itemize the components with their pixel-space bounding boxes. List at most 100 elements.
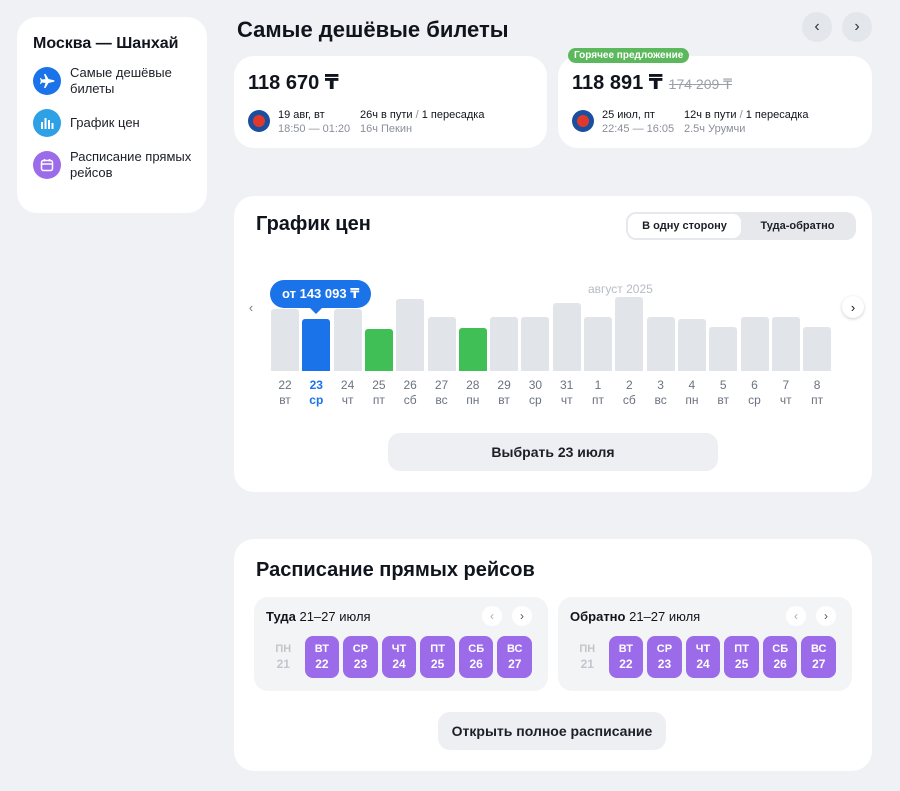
price-bar[interactable] — [552, 303, 581, 371]
ticket-card[interactable]: 118 670 ₸ 19 авг, вт 18:50 — 01:20 26ч в… — [234, 56, 547, 148]
price-bar[interactable] — [490, 317, 519, 371]
prev-button[interactable]: ‹ — [802, 12, 832, 42]
day-list: ПН 21 ВТ 22 СР 23 ЧТ 24 ПТ 25 СБ 26 ВС 27 — [266, 636, 536, 678]
sidebar-item-schedule[interactable]: Расписание прямых рейсов — [33, 149, 193, 181]
route-title: Москва — Шанхай — [33, 35, 179, 52]
schedule-panel-return: Обратно 21–27 июля ‹ › ПН 21 ВТ 22 СР 23 ЧТ 24 П… — [558, 597, 852, 691]
tab-one-way[interactable]: В одну сторону — [628, 214, 741, 238]
panel-next-button[interactable]: › — [512, 606, 532, 626]
ticket-old-price: 174 209 ₸ — [668, 76, 733, 92]
chevron-right-icon: › — [520, 609, 524, 623]
date-label[interactable]: 3 вс — [654, 378, 667, 407]
chevron-left-icon: ‹ — [814, 18, 820, 35]
trip-type-toggle: В одну сторону Туда-обратно — [626, 212, 856, 240]
date-label[interactable]: 28 пн — [466, 378, 480, 407]
day-pill[interactable]: ЧТ 24 — [381, 636, 417, 678]
panel-range: 21–27 июля — [629, 609, 701, 624]
sidebar-item-cheapest[interactable]: Самые дешёвые билеты — [33, 65, 193, 97]
ticket-date: 25 июл, пт — [602, 109, 655, 121]
panel-prev-button[interactable]: ‹ — [786, 606, 806, 626]
sidebar-item-chart[interactable]: График цен — [33, 109, 193, 137]
day-pill[interactable]: ВС 27 — [497, 636, 533, 678]
day-pill[interactable]: СР 23 — [343, 636, 378, 678]
sidebar-item-label: Самые дешёвые билеты — [70, 65, 172, 96]
date-label[interactable]: 8 пт — [811, 378, 824, 407]
day-pill: ПН 21 — [579, 643, 596, 671]
chevron-right-icon: › — [824, 609, 828, 623]
chevron-left-icon: ‹ — [490, 609, 494, 623]
date-label[interactable]: 2 сб — [622, 378, 636, 407]
date-label[interactable]: 6 ср — [748, 378, 761, 407]
date-label[interactable]: 30 ср — [528, 378, 543, 407]
tab-round-trip[interactable]: Туда-обратно — [760, 220, 835, 232]
day-pill[interactable]: СР 23 — [647, 636, 682, 678]
sidebar-item-label: График цен — [70, 115, 140, 130]
price-bar[interactable] — [615, 297, 644, 371]
open-schedule-button[interactable]: Открыть полное расписание — [438, 712, 666, 750]
price-bar[interactable] — [396, 299, 425, 371]
day-pill[interactable]: ЧТ 24 — [685, 636, 721, 678]
sidebar: Москва — Шанхай Самые дешёвые билеты Гра… — [17, 17, 207, 213]
month-label: август 2025 — [588, 282, 653, 296]
panel-prev-button[interactable]: ‹ — [482, 606, 502, 626]
day-pill[interactable]: ВС 27 — [801, 636, 837, 678]
date-label[interactable]: 7 чт — [779, 378, 792, 407]
chart-next-button[interactable]: › — [842, 296, 864, 318]
chart-icon — [33, 109, 61, 137]
day-pill[interactable]: СБ 26 — [762, 636, 798, 678]
price-bar[interactable] — [740, 317, 769, 371]
price-bar[interactable] — [803, 327, 832, 371]
price-bar[interactable] — [584, 317, 612, 371]
date-label[interactable]: 4 пн — [685, 378, 699, 407]
date-label[interactable]: 22 вт — [278, 378, 292, 407]
date-label[interactable]: 25 пт — [372, 378, 386, 407]
price-bar[interactable] — [771, 317, 800, 371]
day-pill[interactable]: СБ 26 — [458, 636, 494, 678]
chevron-right-icon: › — [850, 299, 856, 315]
next-button[interactable]: › — [842, 12, 872, 42]
date-label[interactable]: 29 вт — [497, 378, 511, 407]
ticket-price: 118 891 ₸ — [572, 72, 663, 94]
price-bar[interactable] — [302, 319, 331, 371]
schedule-card: Расписание прямых рейсов Туда 21–27 июля… — [234, 539, 872, 771]
ticket-stops: 1 пересадка — [421, 109, 485, 121]
schedule-title: Расписание прямых рейсов — [256, 559, 535, 581]
date-label[interactable]: 5 вт — [717, 378, 729, 407]
date-label[interactable]: 24 чт — [340, 378, 355, 407]
ticket-duration: 26ч в пути — [360, 109, 413, 121]
day-pill[interactable]: ПТ 25 — [420, 636, 455, 678]
price-bar[interactable] — [458, 328, 487, 371]
price-bar[interactable] — [364, 329, 393, 371]
panel-direction: Обратно — [570, 609, 626, 624]
price-bar[interactable] — [709, 327, 738, 371]
date-label[interactable]: 27 вс — [434, 378, 449, 407]
cheapest-title: Самые дешёвые билеты — [237, 17, 509, 42]
select-date-button[interactable]: Выбрать 23 июля — [388, 433, 718, 471]
ticket-time: 18:50 — 01:20 — [278, 123, 351, 135]
ticket-card[interactable]: Горячее предложение 118 891 ₸ 174 209 ₸ 2… — [558, 48, 872, 148]
price-bar[interactable] — [333, 309, 362, 371]
date-label[interactable]: 31 чт — [560, 378, 574, 407]
price-bar[interactable] — [271, 309, 299, 371]
price-bar[interactable] — [427, 317, 456, 371]
date-label[interactable]: 26 сб — [403, 378, 417, 407]
chevron-right-icon: › — [854, 18, 860, 35]
panel-next-button[interactable]: › — [816, 606, 836, 626]
price-bar[interactable] — [677, 319, 706, 371]
day-pill[interactable]: ПТ 25 — [724, 636, 759, 678]
schedule-panel-outbound: Туда 21–27 июля ‹ › ПН 21 ВТ 22 СР 23 ЧТ 24 ПТ 25… — [254, 597, 548, 691]
ticket-via: 2.5ч Урумчи — [684, 123, 746, 135]
airline-logo — [572, 110, 594, 132]
plane-icon — [33, 67, 61, 95]
sidebar-item-label: Расписание прямых рейсов — [70, 149, 192, 180]
date-label[interactable]: 1 пт — [592, 378, 604, 407]
hot-offer-badge: Горячее предложение — [568, 48, 690, 63]
price-chart: 22 вт 23 ср 24 чт 25 пт 26 сб 27 вс 28 пн 29 вт 30 ср 31 чт… — [234, 196, 872, 426]
price-bar[interactable] — [646, 317, 675, 371]
chart-prev-button[interactable]: ‹ — [240, 296, 262, 318]
day-pill[interactable]: ВТ 22 — [304, 636, 340, 678]
day-pill[interactable]: ВТ 22 — [608, 636, 644, 678]
price-bar[interactable] — [521, 317, 550, 371]
chevron-left-icon: ‹ — [794, 609, 798, 623]
date-label[interactable]: 23 ср — [309, 378, 324, 407]
